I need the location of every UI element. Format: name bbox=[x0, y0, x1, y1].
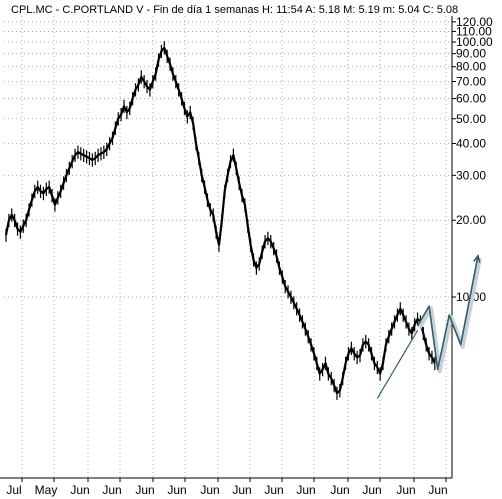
forecast-path bbox=[416, 255, 479, 371]
x-tick-label: Jul bbox=[6, 483, 21, 497]
y-tick-label: 20.00 bbox=[456, 213, 486, 227]
x-tick-label: Jun bbox=[102, 483, 121, 497]
grid bbox=[0, 16, 453, 479]
chart-header: CPL.MC - C.PORTLAND V - Fin de día 1 sem… bbox=[11, 4, 458, 16]
y-tick-label: 120.00 bbox=[456, 15, 493, 29]
trendline bbox=[376, 329, 419, 399]
x-axis: Jul May Jun Jun Jun Jun Jun Jun Jun Jun Jun Jun Jun J… bbox=[6, 478, 448, 497]
y-tick-label: 100.00 bbox=[456, 35, 493, 49]
x-tick-label: Jun bbox=[70, 483, 89, 497]
x-tick-label: Jun bbox=[167, 483, 186, 497]
forecast-arrowhead bbox=[473, 254, 481, 263]
x-tick-label: Jun bbox=[232, 483, 251, 497]
y-axis: 10.0020.0030.0040.0050.0060.0070.0080.00… bbox=[452, 15, 493, 304]
y-tick-label: 50.00 bbox=[456, 112, 486, 126]
x-tick-label: Jun bbox=[428, 483, 447, 497]
x-tick-label: Jun bbox=[264, 483, 283, 497]
x-tick-label: Jun bbox=[396, 483, 415, 497]
y-tick-label: 80.00 bbox=[456, 60, 486, 74]
x-tick-label: Jun bbox=[135, 483, 154, 497]
x-tick-label: May bbox=[35, 483, 58, 497]
y-tick-label: 30.00 bbox=[456, 168, 486, 182]
x-tick-label: Jun bbox=[296, 483, 315, 497]
y-tick-label: 60.00 bbox=[456, 92, 486, 106]
y-tick-label: 40.00 bbox=[456, 136, 486, 150]
y-tick-label: 90.00 bbox=[456, 47, 486, 61]
x-tick-label: Jun bbox=[330, 483, 349, 497]
annotation-layer bbox=[376, 254, 482, 399]
series-layer bbox=[4, 41, 436, 400]
x-tick-label: Jun bbox=[362, 483, 381, 497]
x-tick-label: Jun bbox=[200, 483, 219, 497]
y-tick-label: 70.00 bbox=[456, 75, 486, 89]
y-tick-label: 110.00 bbox=[456, 24, 492, 38]
